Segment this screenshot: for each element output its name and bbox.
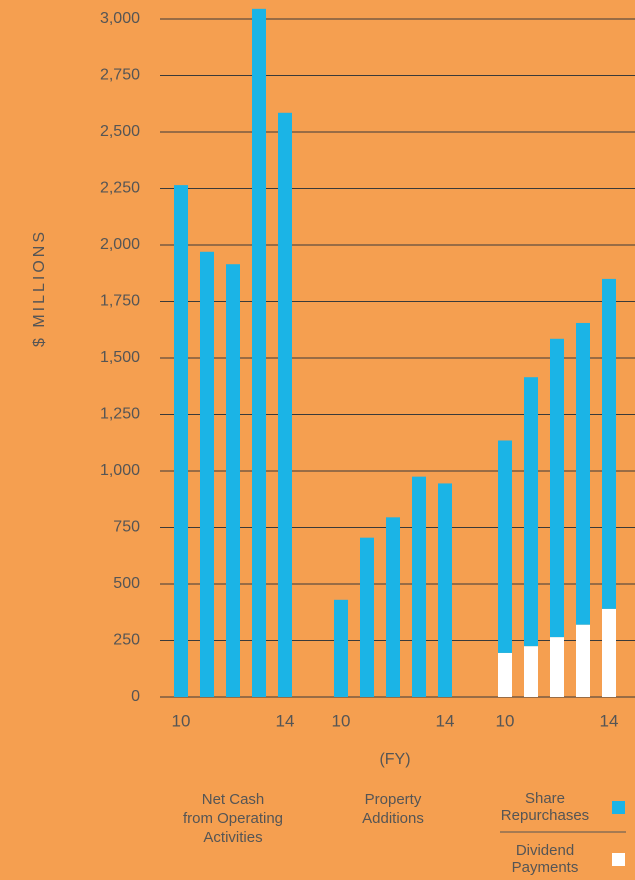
group-label: Property [365, 791, 422, 808]
x-tick-label: 10 [332, 711, 351, 730]
group-label: from Operating [183, 810, 283, 827]
x-tick-label: 10 [496, 711, 515, 730]
bar-segment [498, 440, 512, 653]
bar-segment [498, 652, 512, 697]
legend-label: Dividend Payments [511, 842, 579, 876]
bar [412, 476, 426, 697]
bar [334, 599, 348, 697]
y-tick-label: 750 [113, 519, 140, 536]
legend-swatch [612, 801, 625, 814]
bar-segment [576, 322, 590, 625]
bar [200, 251, 214, 697]
x-tick-label: 14 [276, 711, 295, 730]
bar [174, 185, 188, 698]
bar-segment [524, 377, 538, 647]
x-axis-label: (FY) [379, 751, 410, 768]
y-tick-label: 2,250 [100, 180, 140, 197]
bar-segment [550, 637, 564, 697]
y-tick-label: 2,500 [100, 123, 140, 140]
bar-segment [524, 646, 538, 697]
x-tick-label: 14 [600, 711, 619, 730]
bar [360, 537, 374, 697]
y-axis-label: $ MILLIONS [31, 229, 48, 347]
y-tick-label: 1,750 [100, 293, 140, 310]
legend-swatch [612, 853, 625, 866]
bar-segment [550, 338, 564, 638]
bar-segment [576, 624, 590, 697]
bar [438, 483, 452, 697]
group-label: Net Cash [202, 791, 265, 808]
group-label: Additions [362, 810, 424, 827]
bar-segment [602, 278, 616, 609]
bar [226, 264, 240, 697]
y-tick-label: 1,250 [100, 406, 140, 423]
y-tick-label: 2,000 [100, 236, 140, 253]
bar [386, 517, 400, 697]
bar-segment [602, 608, 616, 697]
x-tick-label: 14 [436, 711, 455, 730]
y-tick-label: 500 [113, 575, 140, 592]
y-tick-label: 3,000 [100, 10, 140, 27]
y-tick-label: 1,500 [100, 349, 140, 366]
x-tick-label: 10 [172, 711, 191, 730]
y-tick-label: 1,000 [100, 462, 140, 479]
bar [278, 112, 292, 698]
y-tick-label: 2,750 [100, 67, 140, 84]
group-label: Activities [203, 829, 262, 846]
y-tick-label: 0 [131, 688, 140, 705]
y-tick-label: 250 [113, 632, 140, 649]
bar [252, 8, 266, 697]
legend-label: Share Repurchases [500, 790, 590, 824]
